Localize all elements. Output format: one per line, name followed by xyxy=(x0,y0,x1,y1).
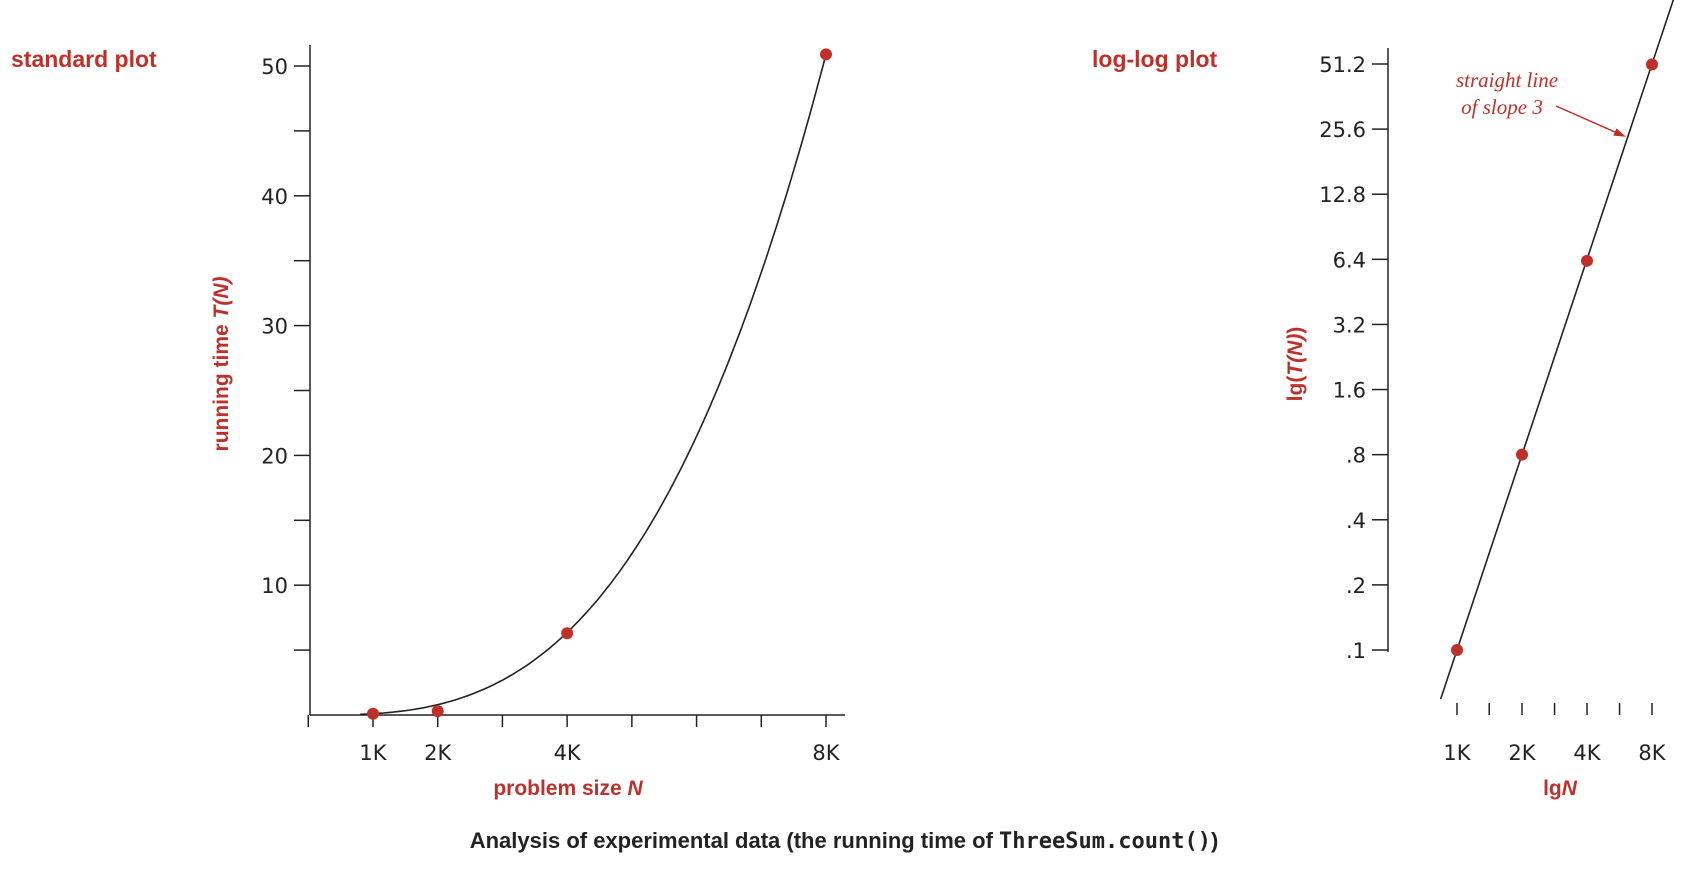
slope-annotation-line1: straight line xyxy=(1456,68,1558,92)
log-log-plot-ticks: .1 .2 .4 .8 1.6 3.2 6.4 12.8 25.6 51.2 1K 2K 4K 8K xyxy=(1319,53,1667,765)
log-log-plot-title: log-log plot xyxy=(1092,46,1218,72)
data-point xyxy=(561,627,574,640)
standard-plot-title: standard plot xyxy=(11,46,157,72)
y-tick-label: 3.2 xyxy=(1333,313,1366,337)
data-point xyxy=(1451,644,1463,656)
y-tick-label: 10 xyxy=(261,574,288,598)
y-tick-label: 1.6 xyxy=(1333,379,1366,403)
data-point xyxy=(431,705,444,718)
log-log-plot-points xyxy=(1451,58,1658,656)
x-tick-label: 4K xyxy=(1573,741,1601,765)
log-log-plot-y-axis-label: lg(T(N)) xyxy=(1284,327,1307,402)
log-log-plot-chart: log-log plot .1 .2 .4 .8 1.6 3.2 6.4 12.8 25.6 51… xyxy=(1092,0,1675,800)
log-log-plot-fit-line xyxy=(1439,0,1675,700)
x-tick-label: 4K xyxy=(554,741,582,765)
standard-plot-y-axis-label: running time T(N) xyxy=(210,277,233,452)
x-tick-label: 8K xyxy=(812,741,840,765)
y-tick-label: .4 xyxy=(1346,509,1366,533)
y-tick-label: 12.8 xyxy=(1319,183,1366,207)
data-point xyxy=(367,707,379,720)
standard-plot-curve xyxy=(360,54,827,716)
standard-plot-x-axis-label: problem size N xyxy=(493,777,643,800)
standard-plot-ticks: 10 20 30 40 50 1K 2K 4K 8K xyxy=(261,55,841,765)
x-tick-label: 1K xyxy=(1443,741,1471,765)
y-tick-label: .1 xyxy=(1346,639,1366,663)
x-tick-label: 1K xyxy=(359,741,387,765)
standard-plot-chart: standard plot 10 20 30 40 50 1K 2K 4K 8K problem… xyxy=(11,45,845,800)
data-point xyxy=(1646,58,1658,71)
x-tick-label: 2K xyxy=(1508,741,1536,765)
standard-plot-points xyxy=(367,48,832,720)
y-tick-label: 6.4 xyxy=(1333,248,1366,272)
x-tick-label: 2K xyxy=(424,741,452,765)
y-tick-label: .8 xyxy=(1346,444,1366,468)
y-tick-label: 20 xyxy=(261,444,288,468)
y-tick-label: .2 xyxy=(1346,574,1366,598)
x-tick-label: 8K xyxy=(1638,741,1666,765)
data-point xyxy=(1581,254,1593,267)
y-tick-label: 30 xyxy=(261,315,288,339)
log-log-plot-x-axis-label: lgN xyxy=(1543,777,1578,800)
y-tick-label: 25.6 xyxy=(1319,118,1366,142)
y-tick-label: 50 xyxy=(261,55,288,79)
y-tick-label: 51.2 xyxy=(1319,53,1366,77)
y-tick-label: 40 xyxy=(261,185,288,209)
data-point xyxy=(820,48,832,61)
data-point xyxy=(1516,448,1528,461)
figure-caption: Analysis of experimental data (the runni… xyxy=(470,828,1219,854)
slope-annotation-line2: of slope 3 xyxy=(1461,95,1543,119)
annotation-arrow xyxy=(1555,105,1626,137)
